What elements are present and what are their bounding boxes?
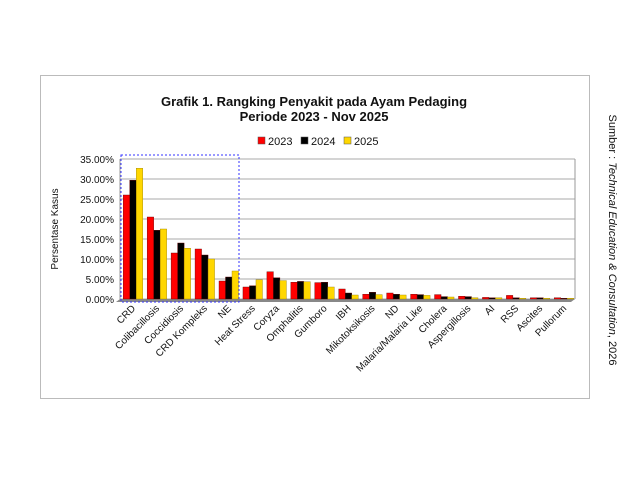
legend-label: 2023 [268, 136, 292, 148]
bar-2025 [399, 294, 407, 300]
y-tick-label: 20.00% [80, 215, 114, 226]
bar-2025 [183, 247, 191, 300]
bar-2023 [218, 280, 226, 300]
chart-title: Grafik 1. Rangking Penyakit pada Ayam Pe… [40, 94, 588, 124]
legend-swatch [343, 136, 352, 145]
bar-2025 [519, 298, 527, 300]
bar-2025 [567, 298, 574, 300]
y-tick-label: 25.00% [80, 195, 114, 206]
bar-2024 [560, 298, 568, 300]
bar-2023 [146, 216, 154, 300]
x-tick-label: IBH [334, 303, 354, 323]
bar-2024 [512, 297, 520, 300]
bar-2024 [488, 297, 496, 300]
y-tick-label: 10.00% [80, 255, 114, 266]
bar-2025 [543, 298, 551, 300]
bar-2023 [194, 248, 202, 300]
bar-2024 [201, 254, 209, 300]
bar-2024 [273, 277, 281, 300]
bar-2024 [536, 297, 544, 300]
highlight-box [120, 154, 240, 303]
bar-2025 [471, 297, 479, 300]
bar-2025 [159, 228, 167, 300]
bar-2024 [249, 285, 257, 300]
bar-2023 [314, 282, 322, 300]
bar-2023 [123, 194, 130, 300]
bar-2024 [225, 276, 233, 300]
bar-2023 [434, 294, 442, 300]
bar-2024 [440, 296, 448, 300]
x-tick-label: NE [216, 303, 234, 321]
y-tick-label: 30.00% [80, 175, 114, 186]
bar-2023 [554, 297, 561, 300]
legend-swatch [257, 136, 266, 145]
bar-2023 [242, 286, 250, 300]
bar-2024 [345, 292, 352, 300]
bar-2025 [423, 295, 431, 300]
bar-2023 [386, 292, 394, 300]
legend-swatch [300, 136, 309, 145]
bar-2023 [362, 294, 370, 300]
bar-2025 [136, 167, 143, 300]
bar-2025 [207, 258, 215, 300]
bar-2023 [458, 296, 466, 300]
bar-2025 [327, 286, 335, 300]
floor [116, 299, 575, 302]
y-tick-label: 5.00% [86, 275, 114, 286]
bar-2024 [129, 179, 137, 300]
bar-2025 [255, 279, 263, 300]
legend-label: 2024 [311, 136, 335, 148]
y-axis-label: Persentase Kasus [50, 188, 61, 269]
bar-2025 [231, 270, 239, 300]
bar-2024 [464, 296, 472, 300]
bar-2025 [351, 294, 359, 300]
bar-2025 [375, 294, 383, 300]
bar-2023 [506, 295, 514, 300]
bar-2023 [482, 297, 490, 300]
bar-2024 [177, 242, 185, 300]
y-tick-label: 0.00% [86, 295, 114, 306]
bar-2024 [416, 294, 424, 300]
bar-2025 [279, 280, 287, 300]
x-tick-label: AI [483, 303, 497, 317]
bar-2023 [410, 294, 418, 300]
legend-label: 2025 [354, 136, 378, 148]
title-line: Grafik 1. Rangking Penyakit pada Ayam Pe… [160, 94, 468, 109]
bar-2024 [368, 292, 376, 300]
bar-2023 [170, 252, 178, 300]
bar-2024 [297, 281, 305, 300]
bar-2024 [321, 282, 329, 300]
x-tick-label: ND [384, 303, 402, 321]
subtitle-line: Periode 2023 - Nov 2025 [239, 109, 389, 124]
bar-2023 [290, 282, 298, 300]
bar-2025 [303, 281, 311, 300]
bar-2023 [338, 288, 346, 300]
bar-2024 [392, 294, 400, 300]
bar-2023 [266, 271, 274, 300]
bar-2025 [447, 296, 455, 300]
y-tick-label: 15.00% [80, 235, 114, 246]
bar-2023 [530, 297, 538, 300]
bar-2024 [153, 229, 161, 300]
bar-2025 [495, 297, 503, 300]
y-tick-label: 35.00% [80, 155, 114, 166]
